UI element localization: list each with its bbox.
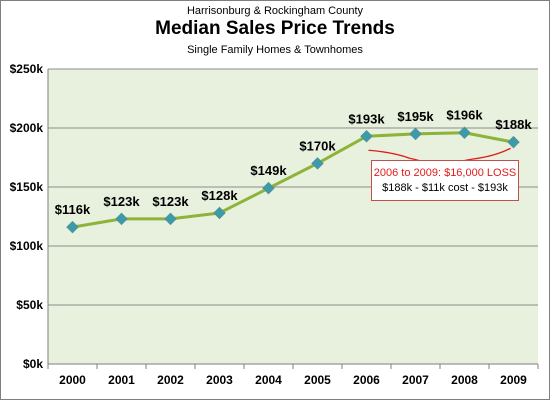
data-label: $149k (250, 163, 287, 178)
data-point-marker (66, 220, 79, 234)
x-tick-label: 2004 (255, 373, 282, 387)
x-tick-label: 2006 (353, 373, 380, 387)
data-point-marker (360, 129, 373, 143)
data-point-marker (311, 157, 324, 170)
series-line (72, 131, 514, 229)
x-tick-label: 2008 (451, 373, 478, 387)
data-point-marker (262, 181, 275, 195)
data-point-marker (409, 127, 422, 141)
y-tick-label: $100k (10, 239, 44, 253)
chart-title: Median Sales Price Trends (155, 18, 395, 39)
data-point-marker (164, 212, 177, 226)
data-label: $193k (348, 111, 385, 126)
y-tick-label: $200k (10, 121, 44, 135)
x-tick-label: 2002 (157, 373, 184, 387)
data-label: $123k (152, 194, 189, 209)
chart-supertitle: Harrisonburg & Rockingham County (186, 5, 364, 17)
data-point-marker (115, 212, 128, 226)
data-point-marker (458, 126, 471, 140)
loss-annotation-box: 2006 to 2009: $16,000 LOSS $188k - $11k … (371, 160, 519, 201)
data-label: $123k (103, 194, 140, 209)
x-tick-label: 2009 (500, 373, 527, 387)
y-tick-label: $0k (23, 357, 43, 371)
x-tick-label: 2001 (108, 373, 135, 387)
y-tick-label: $50k (16, 298, 43, 312)
chart-subtitle: Single Family Homes & Townhomes (187, 44, 363, 56)
annotation-loss-text: 2006 to 2009: $16,000 LOSS (373, 167, 517, 179)
data-point-marker (213, 206, 226, 220)
data-label: $116k (55, 202, 91, 217)
plot-area (48, 69, 538, 364)
data-label: $188k (495, 117, 532, 132)
y-tick-label: $250k (10, 62, 44, 76)
data-point-marker (507, 135, 520, 149)
x-tick-label: 2003 (206, 373, 233, 387)
data-label: $196k (446, 108, 483, 123)
data-label: $195k (397, 109, 434, 124)
data-label: $128k (201, 188, 238, 203)
y-tick-label: $150k (10, 180, 44, 194)
data-label: $170k (299, 138, 336, 153)
annotation-calc-text: $188k - $11k cost - $193k (382, 182, 508, 194)
x-tick-label: 2007 (402, 373, 429, 387)
x-tick-label: 2005 (304, 373, 331, 387)
x-tick-label: 2000 (59, 373, 86, 387)
